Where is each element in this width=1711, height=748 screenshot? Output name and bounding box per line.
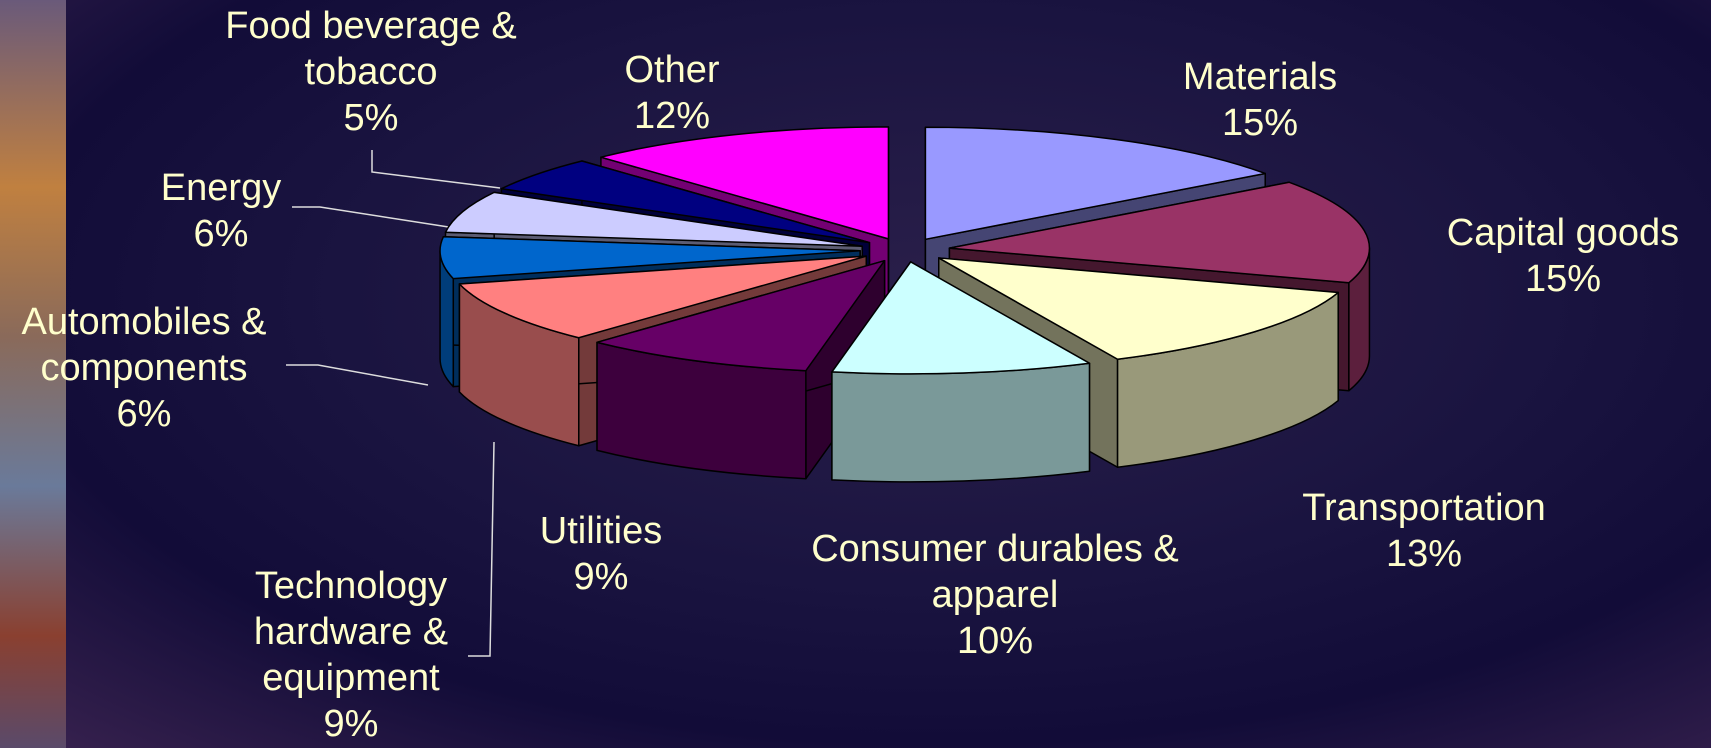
slice-face [600,126,890,240]
slice-category-label: Capital goods [1446,212,1680,254]
slice-value-label: 6% [193,213,249,255]
slice-value-label: 15% [1524,258,1602,300]
slice-face [924,126,1266,241]
slice-category-label: Materials [1182,56,1338,98]
slice-label: Consumer durables & apparel 10% [805,526,1185,664]
slice-category-label: Other [624,49,720,91]
slice-label: Materials 15% [1110,54,1410,146]
slice-category-label: Energy [160,167,282,209]
slice-category-label: Transportation [1302,487,1546,529]
leader-line [292,206,456,229]
slice-value-label: 12% [633,95,711,137]
slice-label: Utilities 9% [501,508,701,600]
slice-category-label: Consumer durables & apparel [811,528,1179,616]
slice-face [439,235,861,280]
slice-value-label: 6% [116,393,172,435]
slice-value-label: 15% [1221,102,1299,144]
slice-value-label: 9% [573,556,629,598]
slice-category-label: Automobiles & components [21,301,267,389]
slice-face [596,259,886,372]
slice-category-label: Technology hardware & equipment [253,565,449,699]
slice-label: Transportation 13% [1274,485,1574,577]
slice-value-label: 10% [956,620,1034,662]
slice-face [831,362,1091,483]
slice-face [458,255,868,339]
leader-line [286,364,429,386]
slice-label: Automobiles & components 6% [0,299,289,437]
slice-face [831,261,1091,375]
slice-face [948,181,1371,284]
slice-face [444,191,863,248]
slice-face [938,257,1339,361]
leader-line [468,441,495,657]
leader-line [371,150,501,189]
slice [831,261,1091,483]
side-stripe [0,0,66,748]
slice-face [500,160,871,244]
slice [596,259,886,480]
slice-value-label: 5% [343,97,399,139]
slice-label: Capital goods 15% [1413,210,1711,302]
slice-category-label: Utilities [539,510,663,552]
slice-label: Energy 6% [121,165,321,257]
slice-value-label: 9% [323,703,379,745]
slice-category-label: Food beverage & tobacco [225,5,517,93]
slice-label: Other 12% [572,47,772,139]
slice-label: Food beverage & tobacco 5% [201,3,541,141]
slice-value-label: 13% [1385,533,1463,575]
slice-label: Technology hardware & equipment 9% [231,563,471,747]
